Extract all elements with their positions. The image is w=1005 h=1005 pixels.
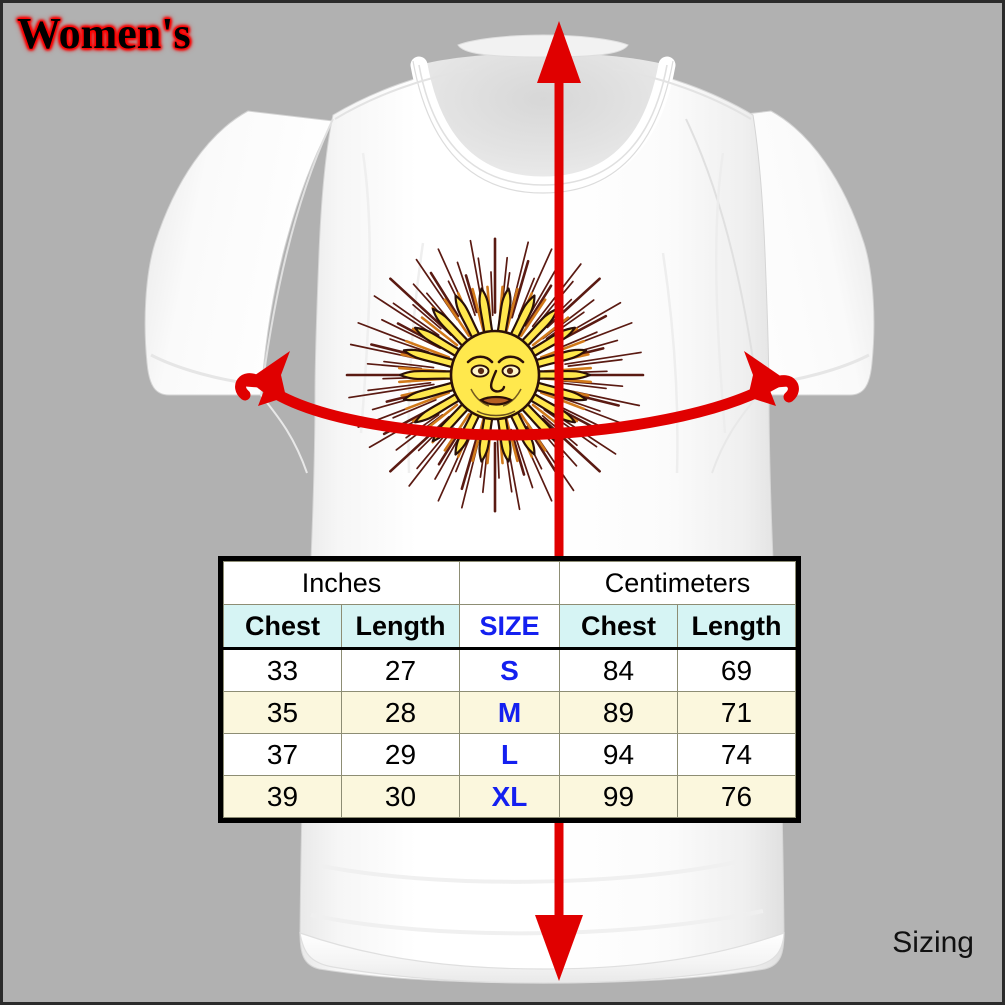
cell-size: M bbox=[459, 691, 560, 734]
table-row: 35 28 M 89 71 bbox=[223, 691, 796, 734]
cell-inches-length: 27 bbox=[341, 648, 460, 692]
cell-cm-length: 71 bbox=[677, 691, 796, 734]
col-header-inches-chest: Chest bbox=[223, 604, 342, 650]
col-header-size: SIZE bbox=[459, 604, 560, 650]
cell-cm-chest: 94 bbox=[559, 733, 678, 776]
cell-inches-length: 30 bbox=[341, 775, 460, 818]
cell-size: L bbox=[459, 733, 560, 776]
cell-cm-chest: 84 bbox=[559, 648, 678, 692]
cell-inches-length: 28 bbox=[341, 691, 460, 734]
cell-inches-chest: 33 bbox=[223, 648, 342, 692]
cell-cm-length: 76 bbox=[677, 775, 796, 818]
table-row: 37 29 L 94 74 bbox=[223, 733, 796, 776]
col-header-cm-length: Length bbox=[677, 604, 796, 650]
cell-inches-chest: 39 bbox=[223, 775, 342, 818]
unit-header-centimeters: Centimeters bbox=[559, 561, 796, 605]
unit-header-blank bbox=[459, 561, 560, 605]
cell-inches-chest: 37 bbox=[223, 733, 342, 776]
size-chart-table: Inches Centimeters Chest Length SIZE Che… bbox=[218, 556, 801, 823]
sizing-caption: Sizing bbox=[892, 926, 974, 959]
table-row: 33 27 S 84 69 bbox=[223, 648, 796, 692]
column-header-row: Chest Length SIZE Chest Length bbox=[223, 604, 796, 650]
cell-inches-length: 29 bbox=[341, 733, 460, 776]
cell-cm-length: 74 bbox=[677, 733, 796, 776]
cell-inches-chest: 35 bbox=[223, 691, 342, 734]
unit-header-row: Inches Centimeters bbox=[223, 561, 796, 605]
cell-cm-chest: 99 bbox=[559, 775, 678, 818]
sun-face-graphic bbox=[330, 225, 660, 525]
cell-size: XL bbox=[459, 775, 560, 818]
cell-cm-chest: 89 bbox=[559, 691, 678, 734]
col-header-inches-length: Length bbox=[341, 604, 460, 650]
cell-cm-length: 69 bbox=[677, 648, 796, 692]
col-header-cm-chest: Chest bbox=[559, 604, 678, 650]
unit-header-inches: Inches bbox=[223, 561, 460, 605]
cell-size: S bbox=[459, 648, 560, 692]
page-title: Women's bbox=[17, 9, 191, 58]
table-row: 39 30 XL 99 76 bbox=[223, 775, 796, 818]
